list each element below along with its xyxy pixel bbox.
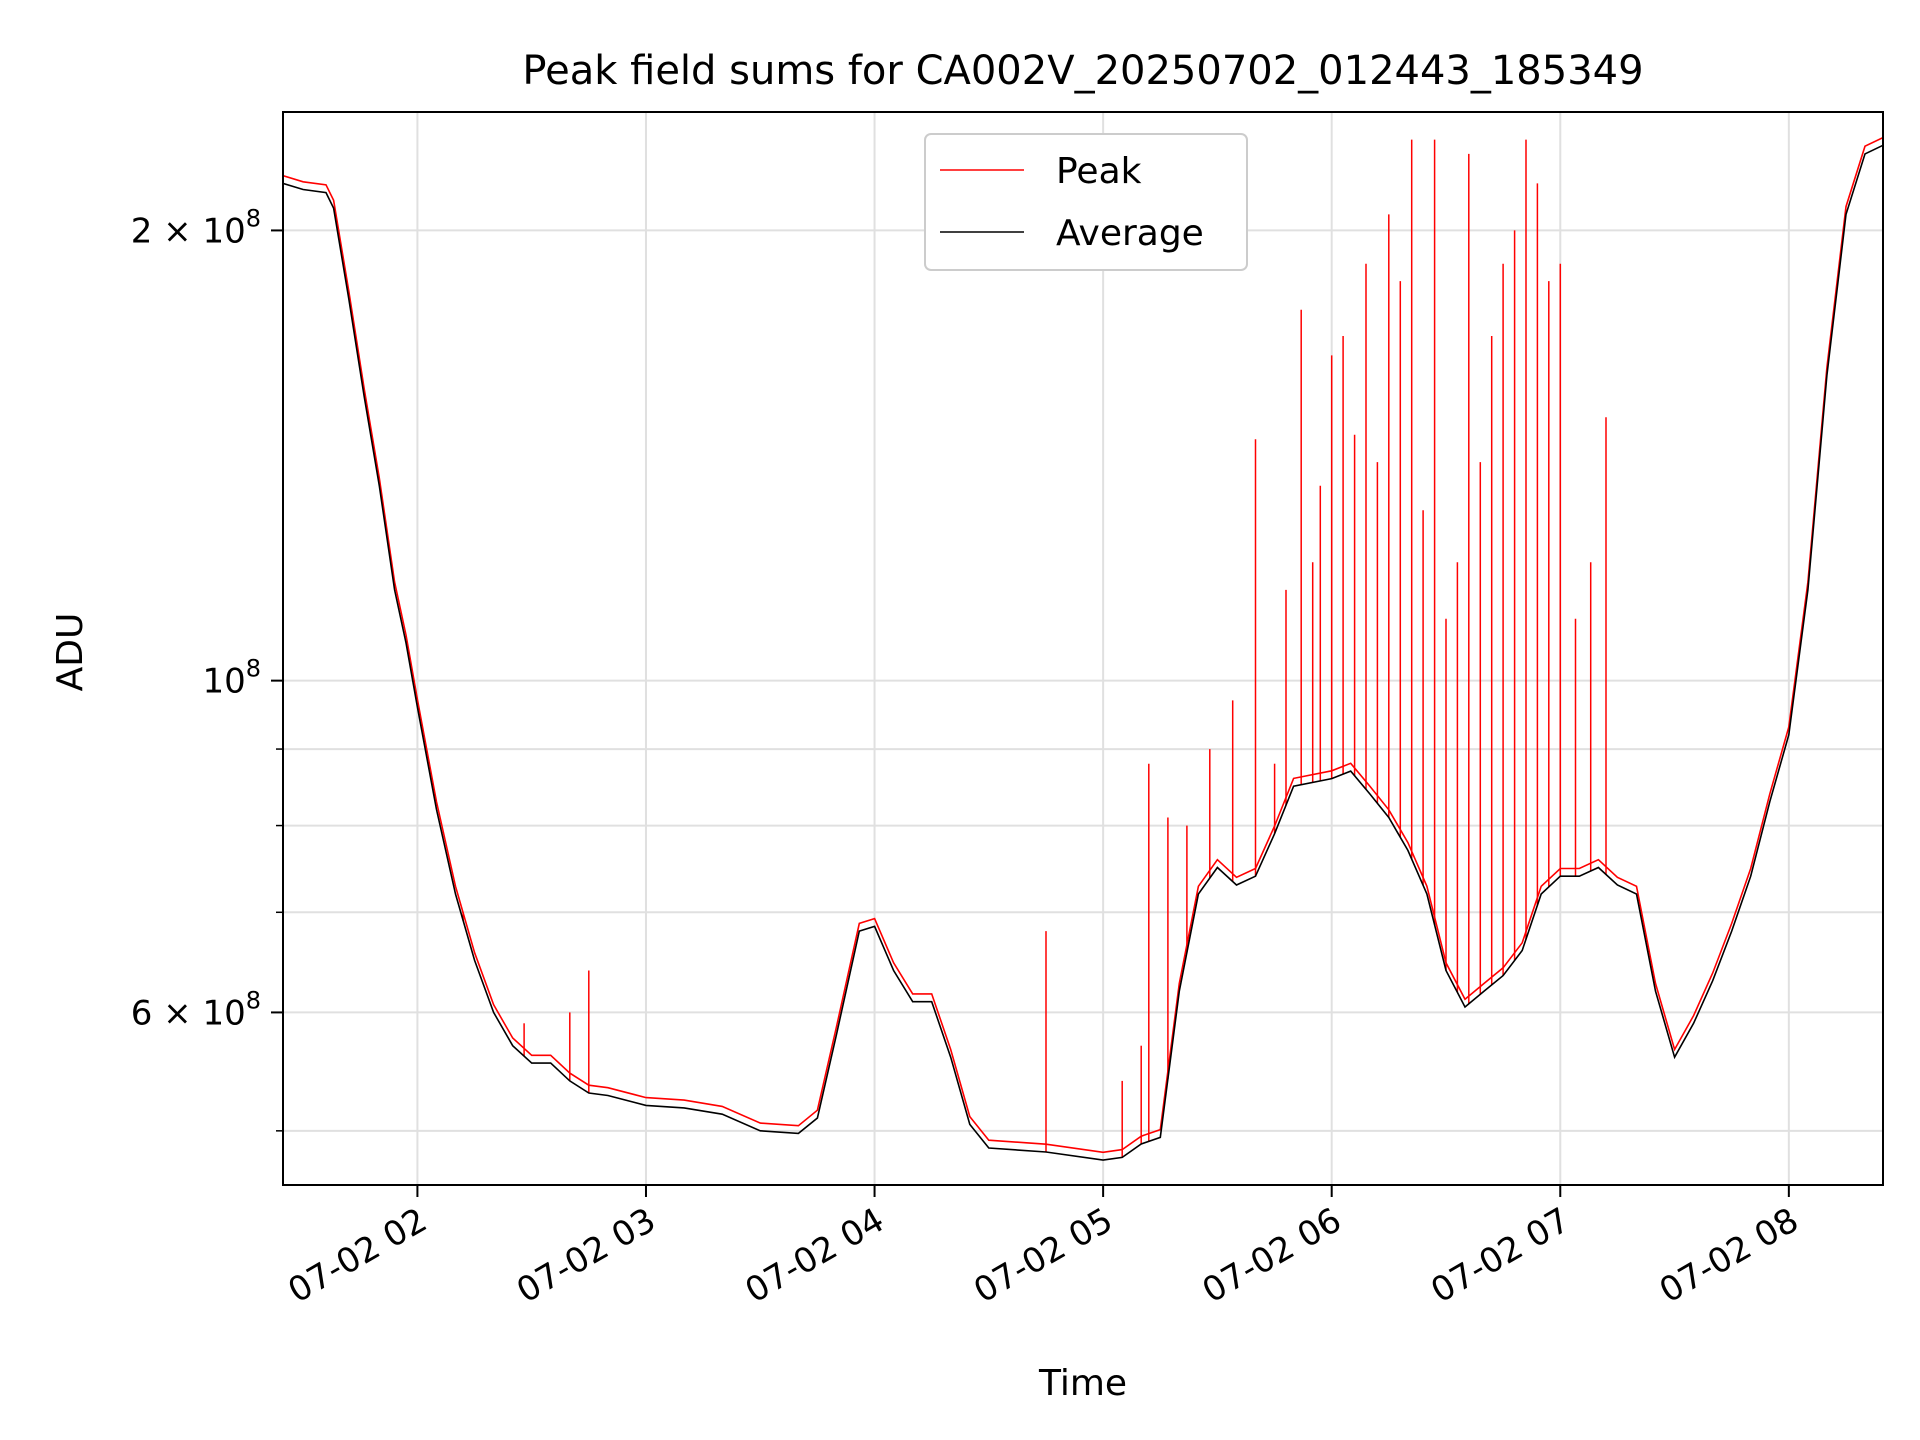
y-tick-exponent: 8 [246,204,261,232]
y-tick-label: 108 [202,655,261,702]
chart-title: Peak field sums for CA002V_20250702_0124… [522,48,1643,94]
average-series-line [283,144,1883,1161]
legend: Peak Average [924,133,1248,271]
x-axis-label: Time [1038,1363,1127,1404]
legend-label-peak: Peak [1056,151,1142,192]
y-tick-base: 2 × 10 [131,211,246,251]
legend-box [924,133,1248,271]
y-tick-label: 6 × 108 [131,986,261,1033]
plot-frame [282,111,1884,1186]
y-tick-label: 2 × 108 [131,204,261,251]
y-tick-base: 6 × 10 [131,993,246,1033]
legend-label-average: Average [1056,213,1204,254]
y-tick-exponent: 8 [246,986,261,1014]
y-tick-base: 10 [202,662,245,702]
y-axis-label: ADU [50,613,91,692]
y-tick-exponent: 8 [246,655,261,683]
grid [283,112,1883,1185]
plot-area [283,136,1883,1161]
